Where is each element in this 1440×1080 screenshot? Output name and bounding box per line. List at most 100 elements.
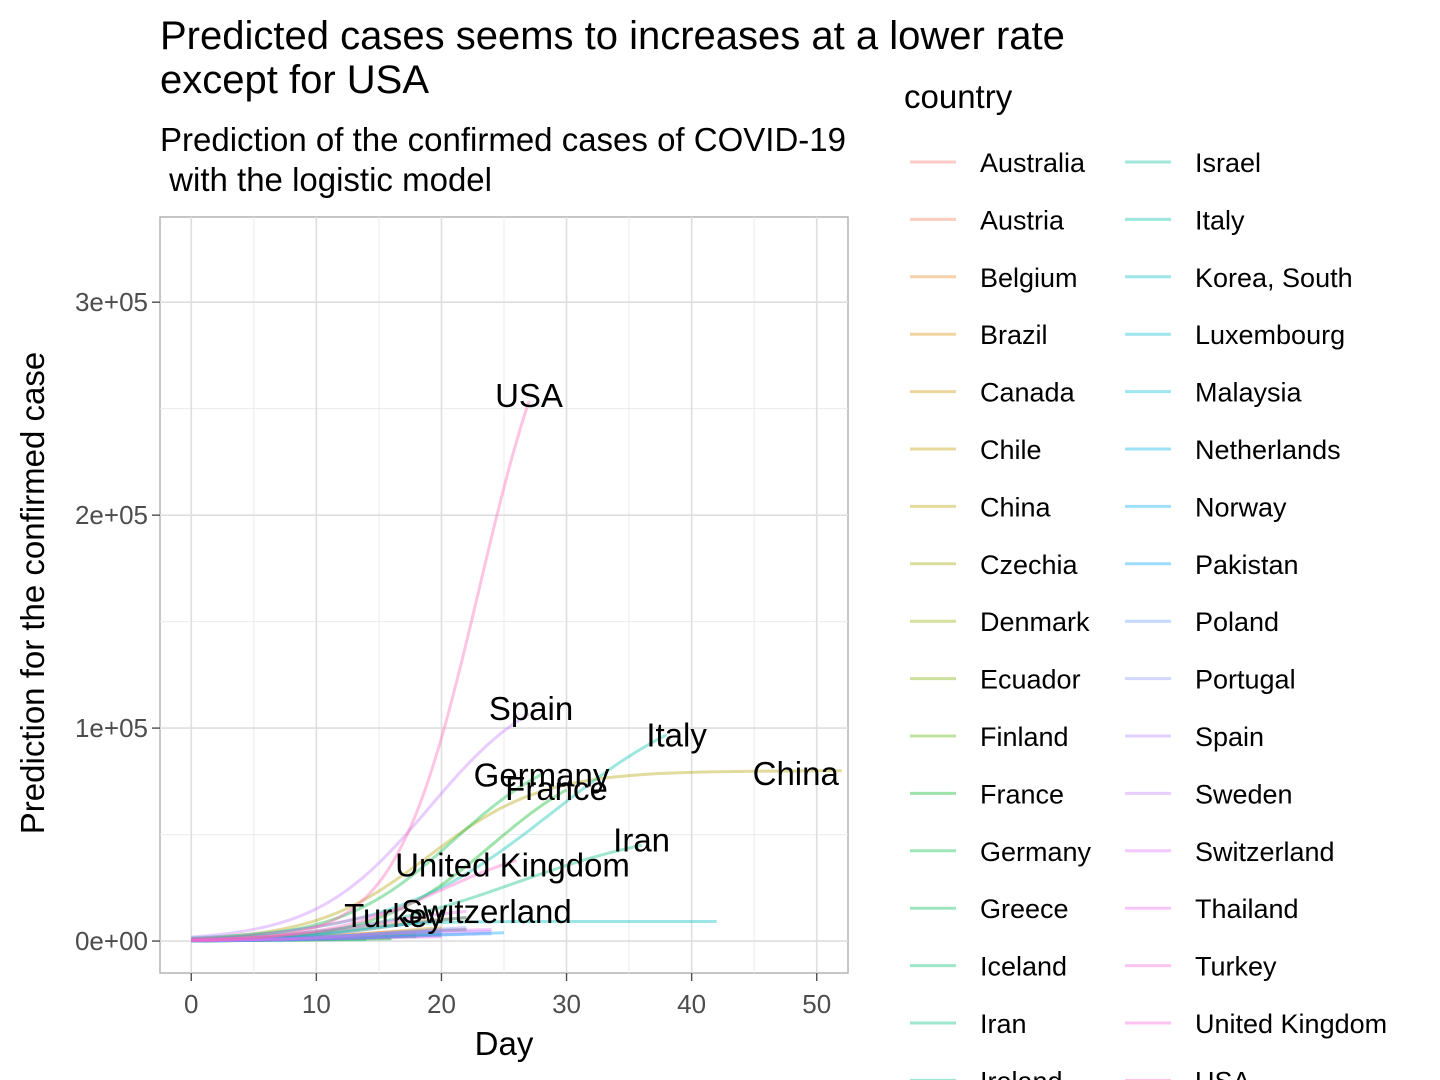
series-line [191, 935, 417, 943]
grid-layer [159, 216, 849, 974]
series-line [191, 931, 505, 943]
series-end-label: Italy [646, 717, 707, 754]
legend-label: Poland [1195, 607, 1279, 637]
series-line [191, 934, 442, 943]
chart-title-line: except for USA [160, 58, 430, 102]
legend-label: United Kingdom [1195, 1009, 1387, 1039]
series-line [191, 916, 467, 942]
legend-title: country [904, 78, 1013, 115]
series-line [191, 932, 442, 942]
series-end-label: France [505, 770, 608, 807]
legend-label: Belgium [980, 263, 1078, 293]
series-line [191, 712, 530, 939]
x-tick-label: 50 [802, 989, 831, 1019]
legend-label: Netherlands [1195, 435, 1341, 465]
legend-label: Italy [1195, 205, 1245, 235]
series-line [191, 843, 642, 941]
series-end-label: Iran [613, 821, 670, 858]
series-line [191, 400, 531, 942]
legend-label: Czechia [980, 550, 1079, 580]
chart-title-line: Predicted cases seems to increases at a … [160, 14, 1065, 58]
series-end-label: United Kingdom [395, 846, 630, 883]
series-line [191, 932, 492, 943]
series-line [191, 934, 392, 943]
x-axis-title: Day [475, 1025, 534, 1062]
series-line [191, 928, 467, 943]
series-line [191, 858, 517, 942]
legend-label: Israel [1195, 148, 1261, 178]
series-line [191, 907, 405, 941]
legend-label: Sweden [1195, 779, 1293, 809]
series-line [191, 916, 467, 942]
series-line [191, 788, 568, 942]
legend-label: Australia [980, 148, 1086, 178]
legend-layer: Australia Austria Belgium Brazil Canada Chile… [910, 148, 1387, 1080]
series-line [191, 930, 442, 942]
y-tick-label: 0e+00 [75, 926, 148, 956]
series-line [191, 930, 492, 943]
series-line [191, 937, 392, 943]
series-line [191, 936, 392, 943]
series-line [191, 928, 467, 942]
legend-label: Switzerland [1195, 837, 1335, 867]
series-end-label: Germany [474, 756, 610, 793]
y-axis-title: Prediction for the confirmed case [14, 352, 51, 834]
series-line [191, 769, 842, 940]
legend-label: Luxembourg [1195, 320, 1345, 350]
series-line [191, 773, 543, 941]
legend-label: Denmark [980, 607, 1090, 637]
series-line [191, 934, 417, 942]
legend-label: Portugal [1195, 665, 1296, 695]
legend-label: Korea, South [1195, 263, 1353, 293]
x-tick-label: 10 [302, 989, 331, 1019]
series-end-label: Spain [489, 690, 573, 727]
series-end-label: USA [495, 377, 563, 414]
series-line [191, 926, 467, 943]
legend-label: Spain [1195, 722, 1264, 752]
series-layer [191, 400, 842, 943]
series-line [191, 934, 417, 943]
x-tick-label: 30 [552, 989, 581, 1019]
series-line [191, 920, 717, 943]
legend-label: Ecuador [980, 665, 1081, 695]
legend-label: China [980, 492, 1052, 522]
series-line [191, 909, 467, 942]
series-line [191, 916, 467, 942]
series-line [191, 733, 668, 940]
series-line [191, 932, 417, 943]
legend-label: Germany [980, 837, 1092, 867]
series-end-label: Turkey [344, 897, 444, 934]
legend-label: Brazil [980, 320, 1048, 350]
x-tick-label: 0 [184, 989, 198, 1019]
legend-label: Finland [980, 722, 1069, 752]
legend-label: Malaysia [1195, 378, 1303, 408]
series-line [191, 926, 442, 943]
chart-title: Predicted cases seems to increases at a … [160, 14, 1065, 102]
legend-label: Iceland [980, 952, 1067, 982]
series-line [191, 928, 492, 942]
axis-layer: 0 10 20 30 40 50 0e+00 1e+05 2e+05 3e+05 Day Predic… [14, 287, 831, 1062]
legend-label: Canada [980, 378, 1076, 408]
x-tick-label: 20 [427, 989, 456, 1019]
legend-label: Chile [980, 435, 1042, 465]
legend-label: Norway [1195, 492, 1287, 522]
series-line [191, 938, 367, 943]
y-tick-label: 1e+05 [75, 713, 148, 743]
x-tick-label: 40 [677, 989, 706, 1019]
chart-subtitle: Prediction of the confirmed cases of COV… [160, 121, 846, 198]
legend-label: Turkey [1195, 952, 1277, 982]
legend-label: Greece [980, 894, 1069, 924]
series-line [191, 935, 442, 943]
legend-label: France [980, 779, 1064, 809]
series-end-label: China [753, 755, 840, 792]
y-tick-label: 2e+05 [75, 500, 148, 530]
legend-label: Austria [980, 205, 1065, 235]
legend-label: Thailand [1195, 894, 1299, 924]
y-tick-label: 3e+05 [75, 287, 148, 317]
legend-label: USA [1195, 1066, 1251, 1080]
legend-label: Pakistan [1195, 550, 1299, 580]
series-end-label: Switzerland [401, 893, 572, 930]
